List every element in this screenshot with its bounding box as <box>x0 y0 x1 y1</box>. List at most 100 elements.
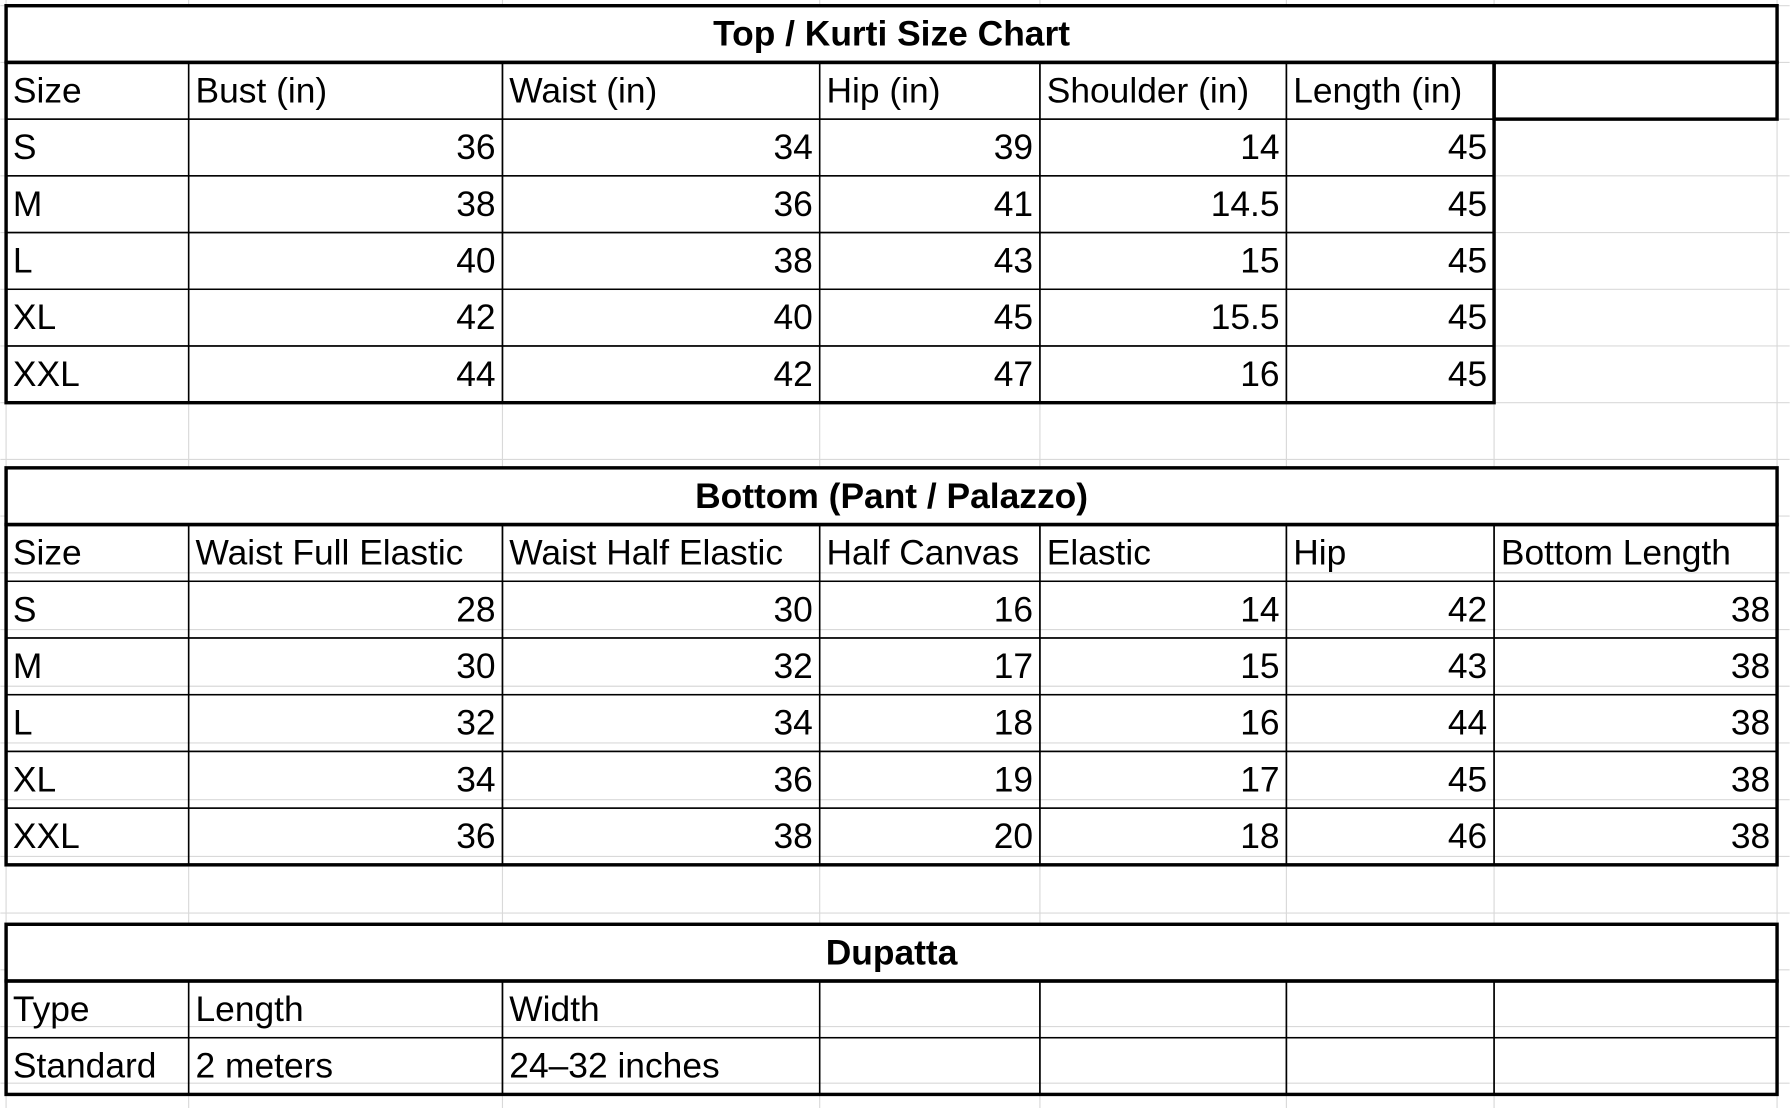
cell-text: 2 meters <box>196 1047 334 1086</box>
table-body-border <box>4 522 1779 867</box>
cell-number: 32 <box>456 704 495 743</box>
cell-number: 34 <box>773 704 812 743</box>
cell-number: 15 <box>1240 242 1279 281</box>
cell-border <box>501 118 821 177</box>
cell-border <box>1493 1036 1778 1096</box>
cell-text: S <box>13 128 37 167</box>
cell-text: XXL <box>13 817 80 856</box>
column-header: Shoulder (in) <box>1047 71 1249 110</box>
cell-number: 28 <box>456 590 495 629</box>
cell-number: 34 <box>456 760 495 799</box>
table-background <box>6 467 1778 525</box>
cell-number: 38 <box>1731 590 1770 629</box>
cell-number: 42 <box>1448 590 1487 629</box>
cell-number: 43 <box>994 242 1033 281</box>
cell-text: S <box>13 590 37 629</box>
cell-border <box>1285 980 1495 1039</box>
cell-number: 15 <box>1240 647 1279 686</box>
cell-text: L <box>13 242 33 281</box>
table-title: Bottom (Pant / Palazzo) <box>695 477 1088 516</box>
cell-number: 45 <box>1448 128 1487 167</box>
cell-number: 38 <box>1731 647 1770 686</box>
cell-number: 15.5 <box>1211 298 1280 337</box>
cell-border <box>818 980 1041 1039</box>
column-header: Waist Half Elastic <box>509 534 783 573</box>
cell-border <box>501 231 821 291</box>
cell-number: 39 <box>994 128 1033 167</box>
table-background <box>6 924 1778 981</box>
column-header: Half Canvas <box>827 534 1020 573</box>
cell-text: XL <box>13 298 56 337</box>
cell-text: M <box>13 185 42 224</box>
cell-number: 30 <box>773 590 812 629</box>
column-header: Waist (in) <box>509 71 657 110</box>
cell-text: XL <box>13 760 56 799</box>
cell-number: 18 <box>994 704 1033 743</box>
cell-number: 38 <box>1731 704 1770 743</box>
cell-border <box>1493 61 1778 120</box>
cell-number: 36 <box>773 760 812 799</box>
cell-border <box>501 345 821 404</box>
cell-number: 16 <box>1240 355 1279 394</box>
cell-number: 40 <box>456 242 495 281</box>
column-header: Size <box>13 534 82 573</box>
cell-number: 38 <box>773 242 812 281</box>
column-header: Bust (in) <box>196 71 328 110</box>
cell-number: 14 <box>1240 590 1279 629</box>
cell-border <box>818 1036 1041 1096</box>
cell-number: 47 <box>994 355 1033 394</box>
column-header: Length (in) <box>1293 71 1462 110</box>
cell-border <box>1493 980 1778 1039</box>
table-body-border <box>4 60 1496 405</box>
cell-number: 17 <box>994 647 1033 686</box>
cell-number: 34 <box>773 128 812 167</box>
column-header: Type <box>13 990 90 1029</box>
cell-number: 45 <box>1448 760 1487 799</box>
cell-number: 40 <box>773 298 812 337</box>
cell-number: 14 <box>1240 128 1279 167</box>
column-header: Elastic <box>1047 534 1151 573</box>
column-header: Bottom Length <box>1501 534 1731 573</box>
cell-number: 45 <box>1448 242 1487 281</box>
cell-number: 42 <box>773 355 812 394</box>
cell-border <box>1285 1036 1495 1096</box>
cell-number: 41 <box>994 185 1033 224</box>
cell-number: 45 <box>994 298 1033 337</box>
column-header: Size <box>13 71 82 110</box>
cell-number: 16 <box>1240 704 1279 743</box>
cell-text: Standard <box>13 1047 157 1086</box>
cell-number: 38 <box>456 185 495 224</box>
cell-text: XXL <box>13 355 80 394</box>
cell-number: 38 <box>1731 817 1770 856</box>
cell-number: 32 <box>773 647 812 686</box>
cell-number: 14.5 <box>1211 185 1280 224</box>
cell-border <box>5 231 190 291</box>
cell-text: M <box>13 647 42 686</box>
cell-border <box>501 288 821 347</box>
cell-number: 17 <box>1240 760 1279 799</box>
column-header: Length <box>196 990 304 1029</box>
cell-number: 18 <box>1240 817 1279 856</box>
cell-number: 19 <box>994 760 1033 799</box>
cell-number: 46 <box>1448 817 1487 856</box>
column-header: Waist Full Elastic <box>196 534 464 573</box>
cell-text: 24–32 inches <box>509 1047 719 1086</box>
cell-number: 30 <box>456 647 495 686</box>
cell-number: 36 <box>456 817 495 856</box>
column-header: Width <box>509 990 599 1029</box>
cell-number: 42 <box>456 298 495 337</box>
cell-number: 45 <box>1448 298 1487 337</box>
cell-border <box>1039 980 1288 1039</box>
cell-number: 44 <box>1448 704 1487 743</box>
cell-number: 45 <box>1448 185 1487 224</box>
table-background <box>6 5 1778 63</box>
table-title: Dupatta <box>826 933 958 972</box>
cell-number: 45 <box>1448 355 1487 394</box>
cell-number: 16 <box>994 590 1033 629</box>
cell-number: 36 <box>456 128 495 167</box>
cell-number: 20 <box>994 817 1033 856</box>
cell-text: L <box>13 704 33 743</box>
cell-number: 38 <box>773 817 812 856</box>
